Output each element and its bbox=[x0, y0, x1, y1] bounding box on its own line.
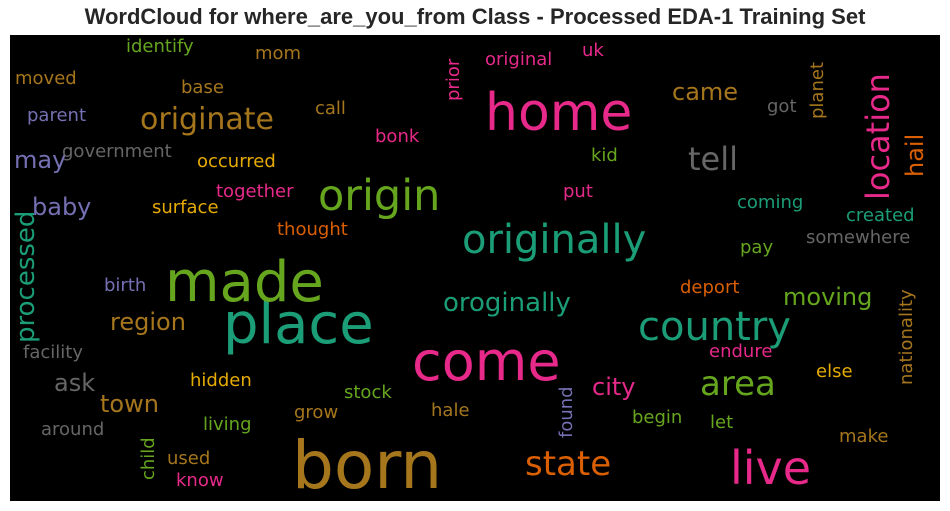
word-moved: moved bbox=[15, 68, 77, 89]
word-origin: origin bbox=[318, 171, 441, 221]
chart-title: WordCloud for where_are_you_from Class -… bbox=[84, 4, 866, 29]
word-state: state bbox=[525, 444, 612, 484]
word-surface: surface bbox=[152, 197, 219, 218]
word-live: live bbox=[730, 441, 812, 495]
word-kid: kid bbox=[591, 145, 618, 166]
word-know: know bbox=[176, 470, 224, 491]
word-make: make bbox=[839, 426, 889, 447]
word-location: location bbox=[859, 73, 897, 200]
word-endure: endure bbox=[709, 341, 773, 362]
word-tell: tell bbox=[688, 140, 739, 178]
word-hail: hail bbox=[901, 133, 929, 177]
word-somewhere: somewhere bbox=[806, 227, 911, 248]
word-let: let bbox=[710, 412, 734, 433]
word-town: town bbox=[100, 390, 159, 418]
word-processed: processed bbox=[11, 210, 41, 343]
word-stock: stock bbox=[344, 382, 392, 403]
word-came: came bbox=[672, 78, 739, 106]
word-city: city bbox=[592, 373, 636, 401]
word-originally: originally bbox=[462, 217, 647, 263]
word-original: original bbox=[485, 49, 553, 70]
word-call: call bbox=[315, 98, 346, 119]
word-used: used bbox=[167, 448, 211, 469]
word-mom: mom bbox=[255, 43, 302, 64]
word-facility: facility bbox=[23, 342, 83, 363]
word-thought: thought bbox=[277, 219, 348, 240]
word-region: region bbox=[110, 308, 186, 336]
word-found: found bbox=[556, 386, 577, 438]
word-home: home bbox=[485, 83, 633, 143]
word-ask: ask bbox=[54, 369, 96, 397]
word-around: around bbox=[41, 419, 105, 440]
word-country: country bbox=[638, 304, 791, 350]
word-born: born bbox=[292, 427, 443, 501]
word-pay: pay bbox=[740, 237, 774, 258]
word-parent: parent bbox=[27, 105, 87, 126]
word-deport: deport bbox=[680, 277, 740, 298]
word-created: created bbox=[846, 205, 915, 226]
word-area: area bbox=[700, 364, 776, 404]
word-coming: coming bbox=[737, 192, 804, 213]
word-hidden: hidden bbox=[190, 370, 252, 391]
word-put: put bbox=[563, 181, 593, 202]
word-together: together bbox=[216, 181, 294, 202]
word-child: child bbox=[138, 437, 159, 480]
word-else: else bbox=[816, 361, 853, 382]
word-oroginally: oroginally bbox=[443, 288, 571, 318]
word-may: may bbox=[14, 146, 67, 174]
word-baby: baby bbox=[32, 193, 92, 221]
word-bonk: bonk bbox=[375, 126, 420, 147]
word-begin: begin bbox=[632, 407, 683, 428]
word-place: place bbox=[223, 292, 374, 357]
word-come: come bbox=[412, 330, 561, 393]
word-uk: uk bbox=[582, 40, 604, 61]
word-identify: identify bbox=[126, 36, 194, 57]
word-grow: grow bbox=[294, 402, 339, 423]
word-base: base bbox=[181, 77, 224, 98]
word-prior: prior bbox=[443, 58, 464, 101]
word-planet: planet bbox=[807, 62, 828, 119]
word-cloud-canvas: born place made come home live origin originall… bbox=[10, 35, 940, 501]
word-got: got bbox=[767, 96, 797, 117]
word-birth: birth bbox=[104, 275, 147, 296]
word-hale: hale bbox=[431, 400, 470, 421]
word-moving: moving bbox=[783, 283, 873, 311]
word-originate: originate bbox=[140, 102, 275, 137]
word-made: made bbox=[165, 250, 324, 315]
word-government: government bbox=[62, 141, 172, 162]
word-nationality: nationality bbox=[896, 289, 917, 385]
word-occurred: occurred bbox=[197, 151, 276, 172]
word-living: living bbox=[203, 414, 252, 435]
